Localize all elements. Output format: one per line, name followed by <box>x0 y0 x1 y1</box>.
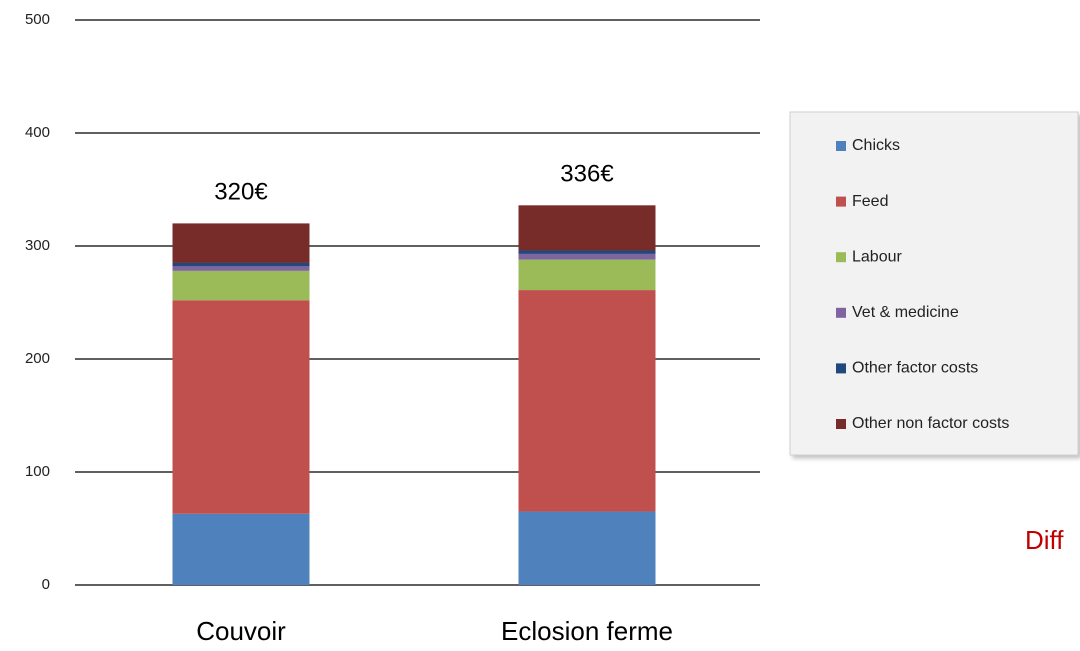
bar-segment <box>172 223 310 263</box>
bar-segment <box>518 290 656 512</box>
y-tick-label: 100 <box>25 463 50 480</box>
legend-swatch <box>836 196 846 207</box>
x-tick-label: Eclosion ferme <box>501 616 673 646</box>
legend-swatch <box>836 252 846 263</box>
legend-label: Chicks <box>852 137 900 154</box>
bar-segment <box>172 300 310 514</box>
bar-segment <box>172 270 310 301</box>
y-tick-label: 200 <box>25 350 50 367</box>
y-tick-label: 400 <box>25 124 50 141</box>
y-tick-label: 0 <box>42 576 50 593</box>
bar-segment <box>518 259 656 291</box>
legend-label: Other factor costs <box>852 360 978 377</box>
legend-label: Feed <box>852 193 888 210</box>
x-tick-label: Couvoir <box>196 616 286 646</box>
y-tick-label: 300 <box>25 237 50 254</box>
bar-segment <box>518 205 656 251</box>
legend-swatch <box>836 419 846 429</box>
legend-label: Vet & medicine <box>852 304 959 321</box>
annotation: Diff <box>1025 525 1064 555</box>
legend-swatch <box>836 363 846 374</box>
legend-box <box>789 111 1079 456</box>
bar-segment <box>172 513 310 585</box>
legend-label: Labour <box>852 248 902 265</box>
bar-segment <box>172 266 310 271</box>
bar-segment <box>518 250 656 254</box>
total-label: 336€ <box>560 161 614 188</box>
y-tick-label: 500 <box>25 11 50 28</box>
bar-segment <box>518 253 656 260</box>
legend-label: Other non factor costs <box>852 415 1009 432</box>
total-label: 320€ <box>214 179 268 206</box>
bar-segment <box>172 262 310 267</box>
legend-swatch <box>836 141 846 151</box>
bar-segment <box>518 511 656 585</box>
legend-swatch <box>836 307 846 318</box>
